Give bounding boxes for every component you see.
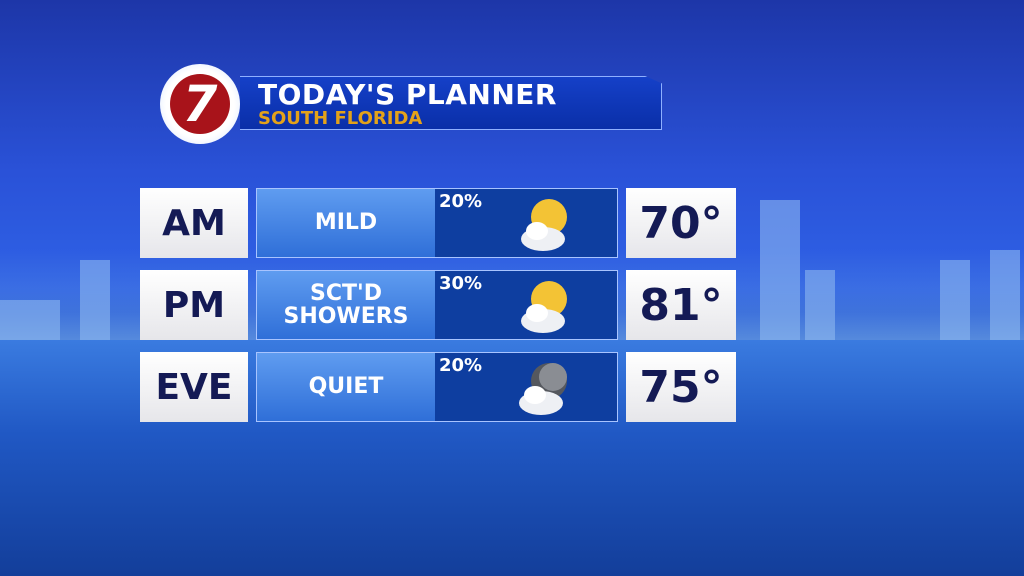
page-title: TODAY'S PLANNER xyxy=(258,78,557,111)
partly-cloudy-night-icon xyxy=(519,363,567,415)
rain-chance: 20% xyxy=(439,355,483,376)
condition-panel: QUIET 20% xyxy=(256,352,618,422)
rain-chance: 30% xyxy=(439,273,483,294)
logo-number: 7 xyxy=(170,74,230,134)
condition-panel: SCT'D SHOWERS 30% xyxy=(256,270,618,340)
temperature: 75° xyxy=(626,352,736,422)
condition-text: SCT'D SHOWERS xyxy=(257,271,435,339)
temperature: 81° xyxy=(626,270,736,340)
period-label: EVE xyxy=(140,352,248,422)
forecast-row-pm: PM SCT'D SHOWERS 30% 81° xyxy=(140,270,736,340)
partly-sunny-icon xyxy=(521,199,567,251)
condition-text: QUIET xyxy=(257,353,435,421)
page-subtitle: SOUTH FLORIDA xyxy=(258,108,423,129)
temperature: 70° xyxy=(626,188,736,258)
forecast-row-am: AM MILD 20% 70° xyxy=(140,188,736,258)
forecast-row-eve: EVE QUIET 20% 75° xyxy=(140,352,736,422)
station-logo: 7 xyxy=(160,64,240,144)
rain-chance: 20% xyxy=(439,191,483,212)
header-banner xyxy=(240,76,662,130)
condition-panel: MILD 20% xyxy=(256,188,618,258)
condition-text: MILD xyxy=(257,189,435,257)
period-label: PM xyxy=(140,270,248,340)
period-label: AM xyxy=(140,188,248,258)
partly-sunny-icon xyxy=(521,281,567,333)
